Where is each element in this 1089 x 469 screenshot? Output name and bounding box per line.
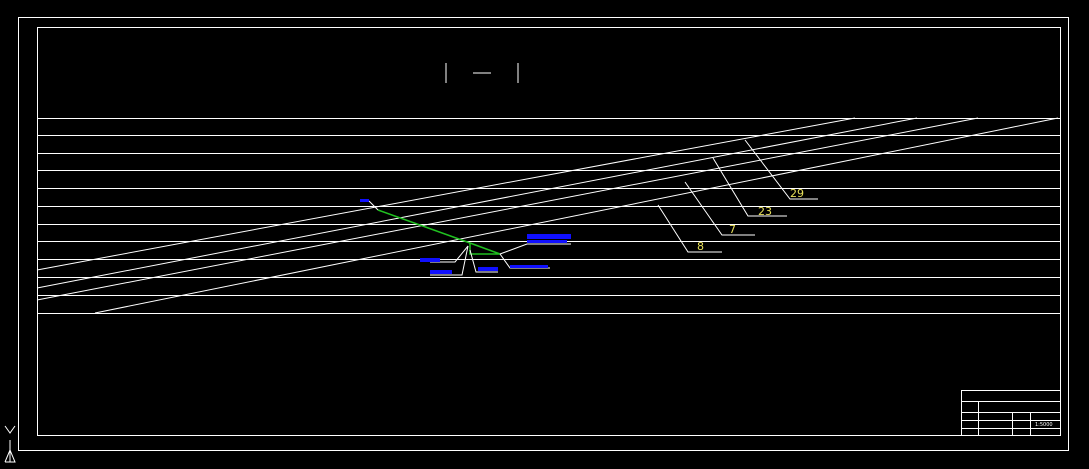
title-block <box>961 390 1061 436</box>
seam-label: 8 <box>697 240 704 253</box>
seam-label: 7 <box>729 223 736 236</box>
leaders <box>657 139 818 253</box>
seam-lines <box>36 117 1059 314</box>
inner-border <box>37 27 1061 436</box>
workings-leaders <box>368 200 571 276</box>
outer-border <box>18 17 1069 451</box>
seam-label: 23 <box>758 205 772 218</box>
scale-text: 1:5000 <box>1035 422 1053 428</box>
level-lines <box>37 118 1061 314</box>
seam-label: 29 <box>790 187 804 200</box>
roadways <box>360 199 571 274</box>
section-title <box>445 63 519 83</box>
ucs-icon <box>4 425 16 463</box>
